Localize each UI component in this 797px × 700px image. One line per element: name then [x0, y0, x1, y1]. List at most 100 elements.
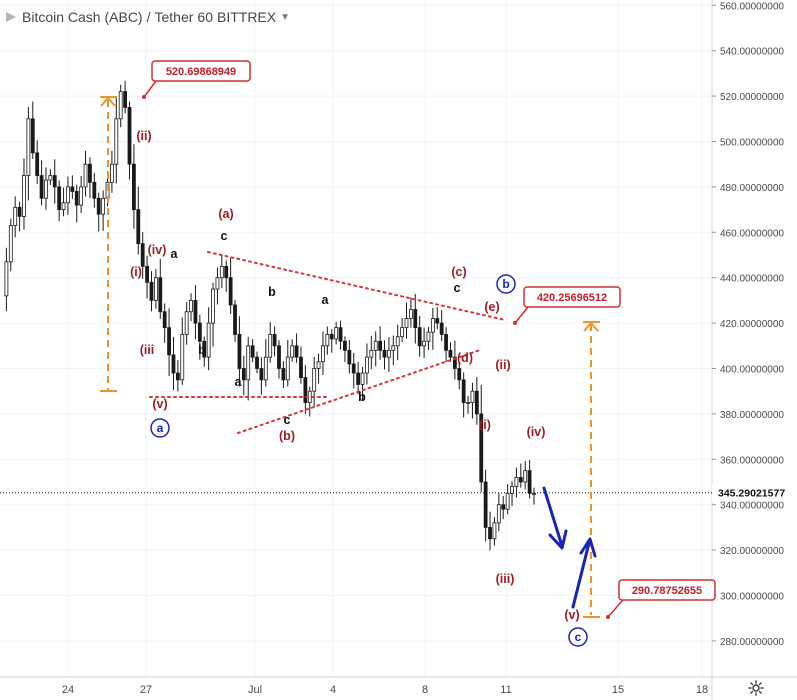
- y-tick-label: 480.00000000: [720, 183, 784, 194]
- callout-text: 520.69868949: [166, 66, 236, 78]
- chart-header[interactable]: Bitcoin Cash (ABC) / Tether 60 BITTREX ▼: [6, 6, 290, 28]
- candle-body: [30, 118, 35, 154]
- candle-body: [466, 402, 470, 404]
- x-tick-label: 8: [422, 684, 428, 696]
- triangle-lower-line: [237, 349, 481, 434]
- candle-body: [13, 206, 18, 226]
- candle-body: [435, 318, 440, 324]
- candle-body: [44, 179, 48, 199]
- candle-body: [496, 504, 501, 524]
- candle-body: [408, 309, 413, 319]
- candle-body: [387, 349, 391, 358]
- wave-label: a: [171, 247, 179, 261]
- wave-label: b: [198, 343, 206, 357]
- pair-label[interactable]: Bitcoin Cash (ABC): [22, 9, 143, 25]
- candle-body: [373, 340, 378, 351]
- exchange-label[interactable]: BITTREX: [216, 9, 277, 25]
- candle-body: [439, 322, 444, 335]
- candle-body: [347, 349, 352, 365]
- candle-body: [167, 327, 171, 356]
- x-tick-label: 24: [62, 684, 74, 696]
- blue-arrowhead-down: [548, 529, 568, 550]
- candle-body: [145, 265, 149, 283]
- candle-body: [4, 261, 9, 297]
- candle-body: [184, 311, 189, 335]
- candle-body: [136, 209, 141, 245]
- wave-label: (iii: [140, 343, 155, 357]
- candle-body: [488, 527, 492, 540]
- y-tick-label: 360.00000000: [720, 455, 784, 466]
- candle-body: [518, 477, 523, 483]
- candle-body: [79, 186, 84, 206]
- candle-body: [457, 368, 462, 381]
- wave-label: c: [221, 229, 228, 243]
- wave-label: a: [322, 293, 330, 307]
- blue-arrowhead-up: [579, 537, 597, 558]
- candle-body: [299, 356, 303, 378]
- candle-body: [259, 368, 264, 381]
- wave-label: (c): [451, 265, 466, 279]
- candle-body: [294, 345, 299, 358]
- candle-body: [334, 327, 339, 340]
- candle-body: [110, 163, 114, 183]
- wave-label: (ii): [495, 358, 510, 372]
- wave-label: (iv): [148, 243, 167, 257]
- gear-icon[interactable]: [748, 680, 764, 696]
- candle-body: [158, 277, 163, 313]
- candle-body: [400, 327, 404, 338]
- quote-label[interactable]: Tether: [154, 9, 194, 25]
- x-tick-label: 27: [140, 684, 152, 696]
- candle-body: [532, 492, 536, 495]
- candle-body: [470, 390, 475, 403]
- candle-body: [281, 368, 286, 381]
- candle-body: [246, 345, 251, 381]
- candle-body: [461, 379, 466, 403]
- callout-leader: [514, 306, 529, 324]
- candle-body: [277, 345, 281, 369]
- candle-body: [527, 470, 532, 494]
- candle-body: [189, 299, 193, 313]
- wave-label: b: [268, 285, 276, 299]
- candle-body: [426, 331, 431, 342]
- wave-label: (i): [130, 265, 142, 279]
- candle-body: [101, 197, 106, 215]
- callout-box: [618, 579, 716, 601]
- candle-body: [48, 175, 53, 181]
- wave-label: (a): [218, 207, 233, 221]
- callout-leader: [143, 80, 157, 98]
- candle-body: [149, 281, 154, 301]
- candle-body: [391, 345, 396, 351]
- blue-path-up: [571, 541, 591, 609]
- y-tick-label: 380.00000000: [720, 410, 784, 421]
- callout-text: 420.25696512: [537, 292, 607, 304]
- x-tick-label: 18: [696, 684, 708, 696]
- candle-body: [338, 327, 343, 342]
- candle-body: [369, 349, 374, 358]
- wave-label: (iv): [527, 425, 546, 439]
- x-tick-label: 4: [330, 684, 336, 696]
- candle-body: [66, 186, 70, 204]
- candle-body: [285, 356, 290, 381]
- candle-body: [382, 349, 387, 358]
- candle-body: [325, 334, 330, 347]
- candle-body: [343, 340, 347, 351]
- candle-body: [255, 356, 259, 369]
- chevron-down-icon[interactable]: ▼: [280, 11, 291, 23]
- candle-body: [88, 163, 92, 183]
- y-tick-label: 540.00000000: [720, 47, 784, 58]
- candle-body: [140, 243, 145, 267]
- callout-box: [151, 60, 251, 82]
- candle-body: [452, 356, 457, 369]
- candle-body: [250, 345, 255, 358]
- candle-body: [351, 363, 356, 374]
- candle-body: [483, 481, 488, 528]
- candle-body: [272, 334, 277, 347]
- candle-body: [74, 191, 79, 206]
- y-tick-label: 460.00000000: [720, 228, 784, 239]
- candle-body: [444, 334, 448, 351]
- candle-body: [268, 334, 273, 358]
- interval-label[interactable]: 60: [197, 9, 213, 25]
- candle-body: [448, 349, 453, 358]
- candle-body: [162, 311, 167, 329]
